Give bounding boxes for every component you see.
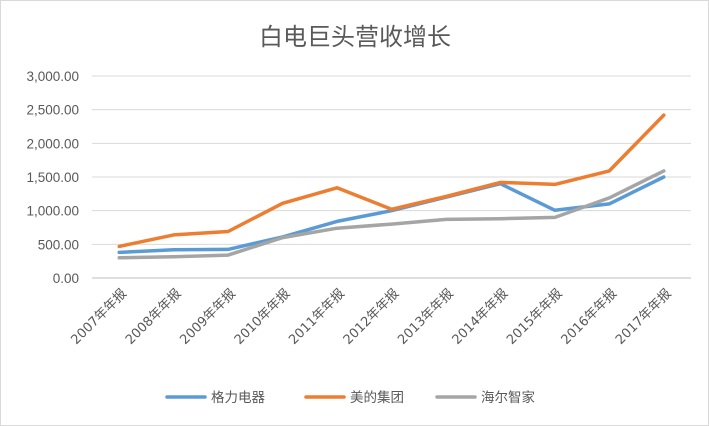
x-tick-label: 2017年年报: [613, 286, 675, 348]
x-tick-label: 2013年年报: [395, 286, 457, 348]
legend-label: 格力电器: [211, 390, 265, 406]
y-tick-label: 2,000.00: [26, 136, 79, 151]
series-line: [117, 113, 666, 249]
x-tick-label: 2015年年报: [504, 286, 566, 348]
chart-title: 白电巨头营收增长: [259, 23, 451, 51]
legend-label: 美的集团: [350, 390, 404, 406]
y-axis-ticks: 0.00 500.00 1,000.00 1,500.00 2,000.00 2,500.…: [26, 69, 79, 286]
legend-label: 海尔智家: [481, 389, 535, 406]
y-tick-label: 500.00: [38, 237, 79, 252]
x-tick-label: 2012年年报: [341, 286, 403, 348]
y-tick-label: 3,000.00: [26, 69, 79, 84]
series-line: [117, 175, 666, 255]
x-tick-label: 2008年年报: [123, 286, 185, 348]
series-lines: [117, 113, 666, 260]
series-line: [117, 169, 666, 260]
x-tick-label: 2009年年报: [177, 286, 239, 348]
legend: 格力电器 美的集团 海尔智家: [165, 389, 535, 406]
y-tick-label: 0.00: [53, 271, 79, 286]
y-tick-label: 2,500.00: [26, 103, 79, 118]
y-tick-label: 1,500.00: [26, 170, 79, 185]
x-axis-ticks: 2007年年报2008年年报2009年年报2010年年报2011年年报2012年…: [68, 286, 674, 348]
x-tick-label: 2014年年报: [450, 286, 512, 348]
x-tick-label: 2010年年报: [232, 286, 294, 348]
grid-lines: [92, 75, 691, 279]
x-tick-label: 2016年年报: [559, 286, 621, 348]
x-tick-label: 2011年年报: [286, 286, 348, 348]
x-tick-label: 2007年年报: [68, 286, 130, 348]
y-tick-label: 1,000.00: [26, 204, 79, 219]
